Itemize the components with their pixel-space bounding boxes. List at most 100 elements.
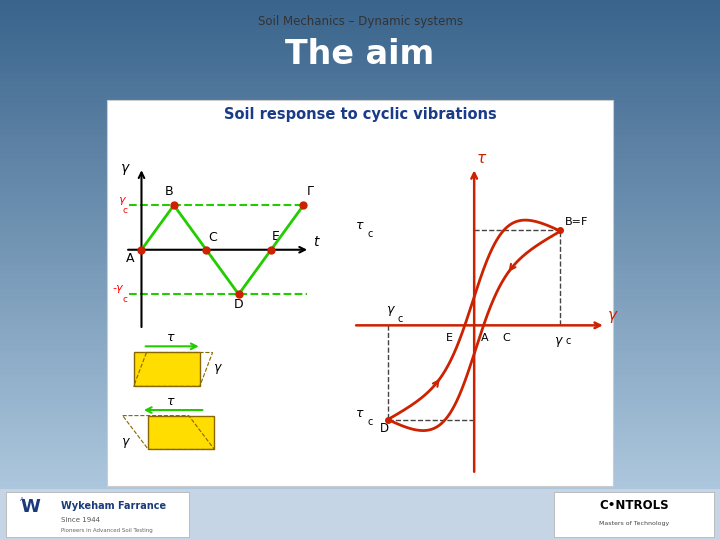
- Bar: [0, 491, 720, 494]
- Text: E: E: [446, 333, 454, 343]
- Text: W: W: [20, 498, 40, 516]
- Bar: [0, 454, 720, 456]
- Bar: [0, 138, 720, 140]
- Bar: [0, 221, 720, 224]
- Text: t: t: [313, 235, 319, 249]
- Bar: [0, 284, 720, 286]
- Text: B: B: [165, 185, 174, 198]
- Bar: [0, 340, 720, 343]
- Bar: [0, 448, 720, 451]
- Bar: [0, 127, 720, 130]
- Bar: [0, 513, 720, 516]
- Bar: [0, 505, 720, 508]
- Bar: [0, 421, 720, 424]
- Bar: [0, 86, 720, 89]
- Text: γ: γ: [118, 195, 125, 205]
- Bar: [0, 130, 720, 132]
- Bar: [0, 310, 720, 313]
- Bar: [0, 5, 720, 8]
- Bar: [0, 184, 720, 186]
- Bar: [0, 308, 720, 310]
- Bar: [0, 154, 720, 157]
- Bar: [0, 259, 720, 262]
- Bar: [0, 367, 720, 370]
- Text: τ: τ: [477, 151, 486, 166]
- Bar: [0, 302, 720, 305]
- Bar: [0, 289, 720, 292]
- Text: B=F: B=F: [564, 217, 588, 227]
- Text: Since 1944: Since 1944: [61, 517, 100, 523]
- Bar: [0, 186, 720, 189]
- Bar: [0, 535, 720, 537]
- Bar: [0, 256, 720, 259]
- Bar: [0, 176, 720, 178]
- Bar: [0, 459, 720, 462]
- Bar: [0, 497, 720, 500]
- Bar: [0, 94, 720, 97]
- Bar: [0, 510, 720, 513]
- Text: γ: γ: [120, 161, 129, 175]
- Bar: [0, 265, 720, 267]
- Bar: [0, 273, 720, 275]
- Text: Masters of Technology: Masters of Technology: [599, 521, 670, 525]
- Bar: [0, 192, 720, 194]
- Bar: [0, 475, 720, 478]
- Bar: [0, 189, 720, 192]
- Bar: [0, 197, 720, 200]
- Text: Soil response to cyclic vibrations: Soil response to cyclic vibrations: [224, 107, 496, 122]
- Text: c: c: [397, 314, 402, 324]
- Bar: [0, 235, 720, 238]
- Bar: [0, 502, 720, 505]
- Bar: [0, 424, 720, 427]
- Text: τ: τ: [356, 219, 364, 232]
- Bar: [0, 111, 720, 113]
- Bar: [0, 383, 720, 386]
- Text: D: D: [234, 298, 243, 310]
- Bar: [0, 321, 720, 324]
- Bar: [0, 375, 720, 378]
- Bar: [0, 362, 720, 364]
- Text: γ: γ: [121, 435, 128, 448]
- Bar: [0, 124, 720, 127]
- Bar: [0, 38, 720, 40]
- Bar: [0, 54, 720, 57]
- Bar: [0, 413, 720, 416]
- Bar: [0, 446, 720, 448]
- Bar: [0, 68, 720, 70]
- Bar: [0, 489, 720, 491]
- Bar: [0, 292, 720, 294]
- Bar: [0, 194, 720, 197]
- Bar: [0, 24, 720, 27]
- Bar: [0, 481, 720, 483]
- Bar: [0, 437, 720, 440]
- Bar: [0, 335, 720, 338]
- Bar: [0, 167, 720, 170]
- Polygon shape: [148, 416, 215, 449]
- Bar: [0, 213, 720, 216]
- Text: c: c: [367, 230, 373, 239]
- Bar: [0, 165, 720, 167]
- Bar: [0, 524, 720, 526]
- Bar: [0, 400, 720, 402]
- Bar: [0, 338, 720, 340]
- Bar: [0, 19, 720, 22]
- Text: Γ: Γ: [307, 185, 313, 198]
- Bar: [0, 157, 720, 159]
- Bar: [0, 22, 720, 24]
- Bar: [0, 254, 720, 256]
- Bar: [0, 451, 720, 454]
- Bar: [0, 319, 720, 321]
- Bar: [0, 162, 720, 165]
- Bar: [0, 16, 720, 19]
- Bar: [0, 11, 720, 14]
- Bar: [0, 386, 720, 389]
- Text: c: c: [123, 295, 127, 304]
- Bar: [0, 356, 720, 359]
- Bar: [0, 432, 720, 435]
- Bar: [0, 270, 720, 273]
- Bar: [0, 313, 720, 316]
- Bar: [0, 81, 720, 84]
- Bar: [0, 170, 720, 173]
- Bar: [0, 43, 720, 46]
- Bar: [0, 92, 720, 94]
